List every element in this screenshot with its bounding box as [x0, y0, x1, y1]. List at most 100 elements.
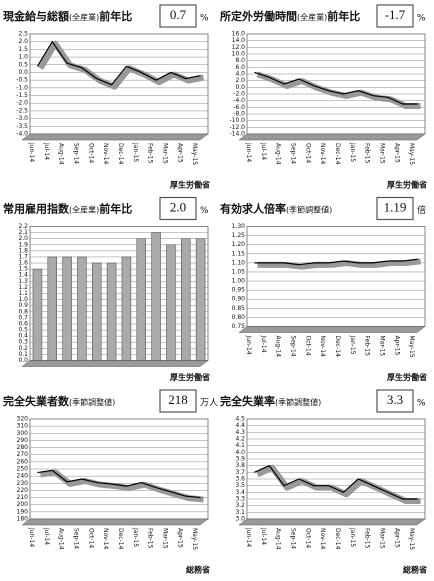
y-tick-label: 3.6	[235, 476, 245, 483]
x-tick-label: Dec-14	[117, 143, 124, 165]
y-tick-label: 0.85	[232, 305, 246, 312]
x-tick-label: Oct-14	[87, 528, 94, 548]
title-main: 常用雇用指数	[3, 202, 70, 216]
y-tick-label: 200	[17, 501, 29, 508]
y-tick-label: 180	[17, 516, 29, 523]
y-tick-label: 0.3	[18, 339, 28, 346]
y-tick-label: 0.9	[18, 302, 28, 309]
y-tick-label: 1.5	[18, 46, 28, 53]
y-tick-label: 1.9	[18, 241, 28, 248]
y-tick-label: 1.30	[232, 223, 246, 230]
chart-panel: 完全失業率(季節調整値) 3.3 % 4.54.44.34.24.14.03.93.8…	[220, 389, 427, 575]
x-tick-label: Nov-14	[319, 143, 326, 165]
y-tick-label: 0.0	[235, 84, 245, 91]
floor	[238, 326, 426, 333]
title-main: 所定外労働時間	[220, 9, 297, 23]
y-tick-label: 1.20	[232, 241, 246, 248]
y-tick-label: 4.0	[235, 449, 245, 456]
source: 厚生労働省	[387, 180, 427, 190]
floor	[21, 360, 209, 367]
y-tick-label: -2.0	[16, 100, 28, 107]
x-tick-label: Nov-14	[319, 336, 326, 358]
y-tick-label: 14.0	[232, 37, 246, 44]
line	[254, 258, 418, 266]
y-tick-label: 4.2	[235, 436, 245, 443]
y-tick-label: 3.9	[235, 456, 245, 463]
bar	[106, 262, 117, 361]
y-tick-label: -10.0	[229, 117, 245, 124]
latest-value: 2.0	[170, 199, 186, 214]
x-tick-label: May-15	[191, 143, 198, 165]
x-tick-label: Mar-15	[378, 528, 385, 549]
x-tick-label: May-15	[408, 336, 415, 358]
latest-value: 218	[168, 392, 188, 407]
x-tick-label: Jul-14	[43, 527, 50, 545]
y-tick-label: -12.0	[229, 124, 245, 131]
latest-value: -1.7	[385, 7, 406, 22]
x-tick-label: Jan-15	[349, 335, 356, 355]
x-tick-label: Jul-14	[260, 142, 267, 160]
y-tick-label: 290	[17, 437, 29, 444]
source: 総務省	[186, 565, 210, 575]
chart-title: 常用雇用指数(全産業)前年比	[3, 202, 132, 216]
title-sub: (季節調整値)	[275, 397, 321, 407]
y-tick-label: 0.75	[232, 323, 246, 330]
floor	[238, 518, 426, 526]
y-tick-label: -2.5	[16, 107, 28, 114]
y-tick-label: 3.7	[235, 469, 245, 476]
line-ribbon	[257, 258, 421, 270]
y-tick-label: 250	[17, 466, 29, 473]
bar	[136, 238, 147, 361]
y-tick-label: -14.0	[229, 131, 245, 138]
y-tick-label: 0.5	[18, 61, 28, 68]
x-tick-label: Dec-14	[117, 528, 124, 550]
chart-panel: 完全失業者数(季節調整値) 218 万人3203103002902802702602…	[3, 389, 218, 575]
y-tick-label: 4.0	[235, 71, 245, 78]
latest-box	[376, 4, 414, 28]
x-tick-label: Oct-14	[304, 336, 311, 356]
y-tick-label: 0.5	[18, 327, 28, 334]
y-tick-label: 2.0	[18, 38, 28, 45]
bar	[62, 256, 72, 361]
unit: 倍	[417, 204, 426, 216]
x-tick-label: Aug-14	[58, 143, 65, 165]
y-tick-label: 220	[17, 487, 29, 494]
line	[36, 40, 201, 86]
bar	[77, 256, 87, 361]
y-tick-label: 1.8	[18, 247, 28, 254]
y-tick-label: 1.3	[18, 278, 28, 285]
y-tick-label: 320	[17, 416, 29, 423]
plot-back	[246, 33, 426, 135]
chart-panel: 有効求人倍率(季節調整値) 1.19 倍 1.30 1.25 1.20 1.15 1.10 1.…	[220, 196, 427, 382]
latest-value: 0.7	[170, 7, 187, 22]
y-tick-label: 1.10	[232, 259, 246, 266]
bar	[47, 256, 57, 361]
x-tick-label: Aug-14	[275, 143, 282, 165]
unit: 万人	[200, 398, 218, 409]
y-tick-label: -1.5	[16, 92, 28, 99]
y-tick-label: 1.1	[18, 290, 28, 297]
y-tick-label: 2.5	[18, 31, 28, 38]
y-tick-label: 10.0	[232, 51, 246, 58]
y-tick-label: -4.0	[16, 131, 28, 138]
line	[254, 71, 418, 105]
y-tick-label: -0.5	[16, 77, 28, 84]
latest-box	[376, 196, 414, 221]
y-tick-label: 280	[17, 444, 29, 451]
y-tick-label: 0.2	[18, 345, 28, 352]
latest-value: 1.19	[384, 199, 407, 214]
unit: %	[200, 14, 209, 24]
x-tick-label: Aug-14	[275, 528, 282, 550]
y-tick-label: -3.5	[16, 123, 28, 130]
bar	[151, 232, 161, 361]
line	[254, 464, 418, 500]
x-tick-label: Oct-14	[304, 143, 311, 163]
y-tick-label: 0.1	[18, 351, 28, 358]
x-tick-label: Mar-15	[378, 143, 385, 164]
chart-title: 現金給与総額(全産業)前年比	[3, 9, 132, 23]
x-tick-label: Apr-15	[393, 143, 400, 163]
title-sub: (季節調整値)	[286, 204, 332, 214]
x-tick-label: Sep-14	[289, 143, 296, 164]
